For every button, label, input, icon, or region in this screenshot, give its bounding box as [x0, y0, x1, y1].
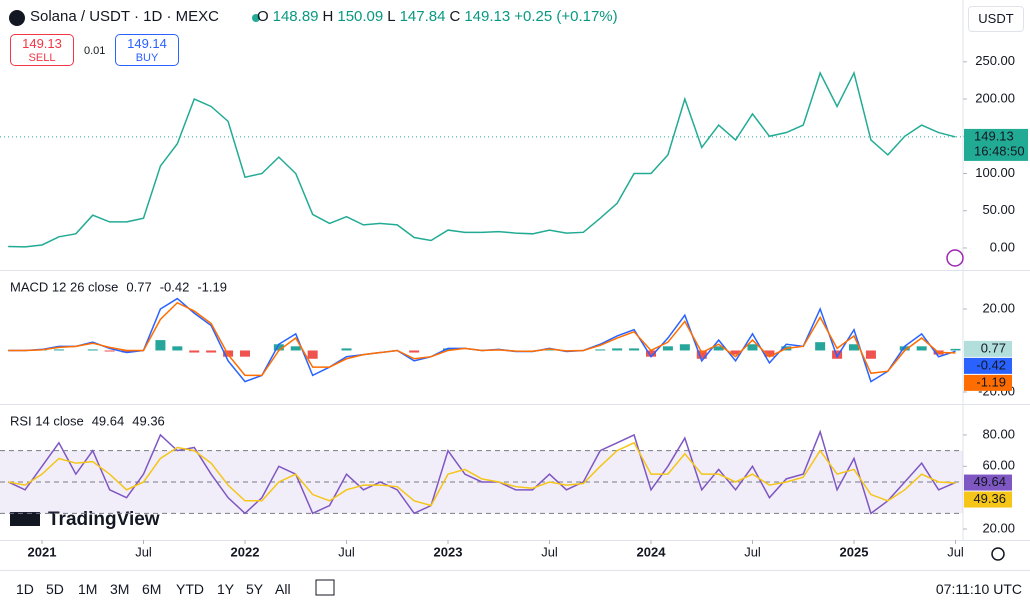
legend-value: -1.19: [197, 279, 227, 294]
histogram-bar: [105, 350, 115, 351]
range-button[interactable]: 1Y: [217, 581, 234, 597]
ohlc-key: C: [449, 8, 460, 25]
histogram-bar: [748, 344, 758, 350]
symbol: Solana / USDT · 1D · MEXC: [30, 8, 219, 25]
x-tick-label: Jul: [541, 544, 558, 559]
histogram-bar: [612, 348, 622, 350]
x-tick-label: 2023: [434, 544, 463, 559]
settings-icon[interactable]: [992, 548, 1004, 560]
axis-tag-label: -1.19: [976, 374, 1006, 389]
histogram-bar: [866, 350, 876, 358]
toolbar: 07:11:10 UTC 1D 5D 1M 3M 6M YTD 1Y 5Y All: [0, 570, 1030, 606]
indicator-line: [8, 303, 955, 376]
ohlc-key: O: [257, 8, 269, 25]
histogram-bar: [189, 350, 199, 352]
price-line: [8, 73, 955, 247]
ohlc-value: 150.09: [337, 8, 383, 25]
buy-price: 149.14: [116, 36, 178, 51]
x-tick-label: 2024: [637, 544, 667, 559]
histogram-bar: [663, 346, 673, 350]
symbol-icon: [9, 10, 25, 26]
y-tick-label: 250.00: [975, 53, 1015, 68]
price-tag-label: 149.13: [974, 128, 1014, 143]
x-tick-label: 2022: [231, 544, 260, 559]
ohlc-value: 148.89: [273, 8, 319, 25]
alert-icon[interactable]: [947, 250, 963, 266]
range-button[interactable]: YTD: [176, 581, 204, 597]
range-button[interactable]: 5D: [46, 581, 64, 597]
axis-tag-label: -0.42: [976, 357, 1006, 372]
y-tick-label: 60.00: [982, 458, 1015, 473]
y-tick-label: 80.00: [982, 426, 1015, 441]
histogram-bar: [291, 346, 301, 350]
pane-title: RSI 14 close: [10, 413, 84, 428]
range-button[interactable]: 6M: [142, 581, 161, 597]
ohlc-key: H: [323, 8, 334, 25]
sell-label: SELL: [11, 51, 73, 66]
histogram-bar: [172, 346, 182, 350]
y-tick-label: 20.00: [982, 300, 1015, 315]
histogram-bar: [951, 349, 961, 351]
logo-mark: [10, 512, 40, 526]
histogram-bar: [815, 342, 825, 350]
y-tick-label: 100.00: [975, 165, 1015, 180]
indicator-line: [8, 299, 955, 382]
x-tick-label: Jul: [135, 544, 152, 559]
y-tick-label: 50.00: [982, 202, 1015, 217]
range-button[interactable]: 1D: [16, 581, 34, 597]
range-button[interactable]: 5Y: [246, 581, 263, 597]
change: +0.25 (+0.17%): [514, 8, 617, 25]
axis-tag-label: 49.36: [973, 491, 1006, 506]
range-button[interactable]: 3M: [110, 581, 129, 597]
countdown: 16:48:50: [974, 143, 1025, 158]
legend-value: 0.77: [126, 279, 151, 294]
histogram-bar: [155, 340, 165, 350]
histogram-bar: [54, 349, 64, 350]
histogram-bar: [88, 349, 98, 350]
axis-tag-label: 49.64: [973, 474, 1006, 489]
x-tick-label: 2025: [840, 544, 869, 559]
x-tick-label: Jul: [947, 544, 964, 559]
histogram-bar: [240, 350, 250, 356]
histogram-bar: [917, 346, 927, 350]
histogram-bar: [595, 349, 605, 350]
axis-tag-label: 0.77: [981, 340, 1006, 355]
sell-price: 149.13: [11, 36, 73, 51]
clock: 07:11:10 UTC: [936, 581, 1022, 597]
x-tick-label: Jul: [744, 544, 761, 559]
currency-button[interactable]: USDT: [968, 6, 1024, 32]
range-button[interactable]: 1M: [78, 581, 97, 597]
x-tick-label: 2021: [28, 544, 57, 559]
legend-value: -0.42: [160, 279, 190, 294]
histogram-bar: [409, 350, 419, 352]
ohlc-key: L: [387, 8, 395, 25]
y-tick-label: 20.00: [982, 520, 1015, 535]
histogram-bar: [680, 344, 690, 350]
legend-value: 49.36: [132, 413, 165, 428]
ohlc-value: 147.84: [400, 8, 446, 25]
ohlc-value: 149.13: [464, 8, 510, 25]
y-tick-label: 200.00: [975, 90, 1015, 105]
spread: 0.01: [84, 45, 105, 57]
range-button[interactable]: All: [275, 581, 291, 597]
histogram-bar: [206, 350, 216, 352]
histogram-bar: [629, 348, 639, 350]
histogram-bar: [308, 350, 318, 358]
x-tick-label: Jul: [338, 544, 355, 559]
y-tick-label: 0.00: [990, 239, 1015, 254]
buy-label: BUY: [116, 51, 178, 66]
pane-title: MACD 12 26 close: [10, 279, 118, 294]
legend-value: 49.64: [92, 413, 125, 428]
histogram-bar: [342, 348, 352, 350]
